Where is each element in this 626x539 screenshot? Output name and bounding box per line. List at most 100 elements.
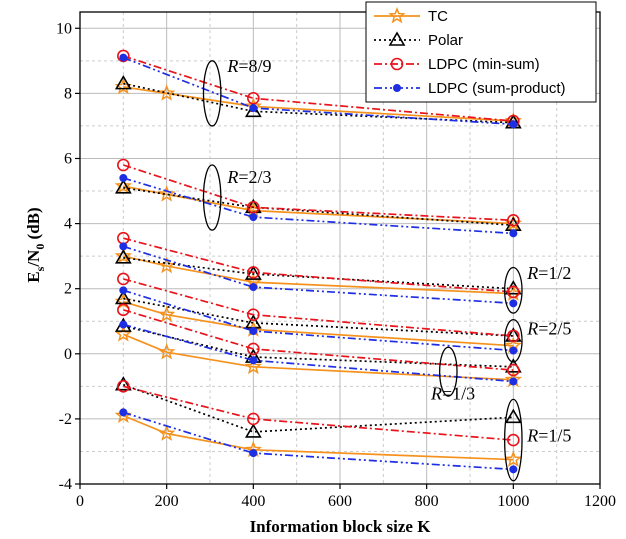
- data-point-triangle: [114, 376, 132, 391]
- y-axis-title-sub2: 0: [33, 244, 47, 250]
- data-point-star: [114, 247, 132, 264]
- data-point-triangle: [388, 31, 406, 46]
- data-point-dot: [509, 377, 518, 386]
- data-point-circle: [247, 201, 260, 214]
- legend: TC Polar LDPC (min-sum) LDPC (sum-product): [365, 1, 597, 103]
- legend-label: LDPC (sum-product): [428, 80, 566, 97]
- data-point-star: [158, 256, 176, 274]
- data-point-dot: [249, 104, 258, 113]
- data-point-dot: [249, 283, 258, 292]
- series-ldpc-min-sum: [117, 49, 520, 447]
- data-point-star: [114, 325, 132, 342]
- axes: 0 200 400 600 800 1000 1200 -4 -2 0 2 4 6 8 10: [56, 11, 616, 510]
- data-point-dot: [119, 408, 128, 417]
- data-point-dot: [119, 53, 128, 62]
- rate-ellipse: [202, 164, 222, 231]
- series-tc: [114, 77, 522, 467]
- rate-label-symbol: R: [226, 56, 238, 76]
- y-tick-label: 4: [64, 216, 72, 233]
- data-point-triangle: [114, 75, 132, 90]
- data-point-triangle: [504, 408, 522, 424]
- annotations: R=8/9R=2/3R=1/2R=2/5R=1/3R=1/5: [202, 56, 571, 482]
- series-line: [123, 164, 514, 222]
- series-line: [123, 55, 514, 122]
- legend-label: TC: [428, 8, 448, 25]
- y-tick-label: -4: [59, 476, 72, 493]
- x-tick-label: 0: [76, 493, 84, 510]
- data-point-triangle: [114, 289, 132, 305]
- y-tick-label: 6: [64, 150, 72, 167]
- data-point-triangle: [244, 102, 262, 118]
- data-point-dot: [509, 229, 518, 238]
- rate-label-symbol: R: [430, 383, 442, 403]
- data-point-dot: [249, 449, 258, 458]
- series-line: [123, 177, 514, 235]
- y-axis-title-sub1: s: [33, 266, 47, 271]
- series-line: [123, 186, 514, 227]
- rate-label-symbol: R: [226, 167, 238, 187]
- data-point-star: [244, 357, 262, 375]
- data-point-circle: [390, 57, 404, 71]
- data-point-circle: [507, 433, 520, 447]
- data-point-circle: [247, 308, 260, 322]
- series-line: [123, 289, 514, 352]
- data-point-circle: [117, 272, 130, 286]
- data-point-dot: [249, 356, 258, 365]
- x-tick-label: 1000: [497, 493, 529, 510]
- series-line: [123, 245, 514, 305]
- rate-ellipse: [503, 266, 523, 314]
- series-line: [123, 86, 514, 122]
- rate-label: R=1/5: [526, 426, 571, 446]
- y-axis-title-tail: (dB): [24, 207, 43, 243]
- series-line: [123, 308, 514, 371]
- series-line: [122, 56, 514, 126]
- x-axis-title: Information block size K: [250, 517, 432, 536]
- x-tick-label: 800: [415, 493, 439, 510]
- y-axis-title: Es/N0 (dB): [24, 207, 47, 282]
- data-point-dot: [509, 299, 518, 308]
- rate-label-value: =1/2: [538, 263, 571, 283]
- data-point-star: [504, 450, 522, 467]
- x-tick-label: 200: [155, 493, 179, 510]
- rate-label-symbol: R: [526, 263, 538, 283]
- data-point-dot: [119, 320, 128, 329]
- data-point-triangle: [244, 265, 262, 280]
- data-point-circle: [507, 329, 520, 343]
- data-point-dot: [119, 286, 128, 295]
- rate-ellipse: [202, 60, 222, 127]
- legend-label: LDPC (min-sum): [428, 56, 540, 73]
- legend-label: Polar: [428, 32, 463, 49]
- data-point-dot: [119, 174, 128, 183]
- data-point-circle: [507, 214, 520, 227]
- data-point-triangle: [114, 179, 132, 194]
- y-tick-label: 0: [64, 346, 72, 363]
- series-line: [123, 385, 514, 441]
- data-point-star: [388, 6, 406, 24]
- x-tick-label: 600: [328, 493, 352, 510]
- y-tick-label: 2: [64, 281, 72, 298]
- data-point-dot: [509, 120, 518, 129]
- series-line: [123, 411, 514, 471]
- x-tick-label: 1200: [584, 493, 616, 510]
- rate-label: R=1/2: [526, 263, 571, 283]
- rate-ellipse: [503, 398, 523, 482]
- data-point-circle: [507, 363, 520, 377]
- rate-label-symbol: R: [526, 318, 538, 338]
- rate-label-value: =2/3: [238, 167, 271, 187]
- data-point-circle: [247, 342, 260, 356]
- series-line: [123, 383, 514, 433]
- data-point-circle: [117, 380, 130, 393]
- rate-ellipse: [438, 346, 458, 397]
- y-tick-label: -2: [59, 411, 72, 428]
- data-point-circle: [247, 266, 260, 279]
- legend-box: [365, 1, 597, 103]
- rate-label: R=2/3: [226, 167, 271, 187]
- data-point-dot: [249, 213, 258, 222]
- legend-entry: LDPC (min-sum): [374, 56, 540, 73]
- data-point-star: [158, 84, 176, 101]
- data-point-star: [158, 424, 176, 441]
- data-point-circle: [507, 285, 520, 299]
- rate-label: R=2/5: [526, 318, 571, 338]
- x-tick-label: 400: [241, 493, 265, 510]
